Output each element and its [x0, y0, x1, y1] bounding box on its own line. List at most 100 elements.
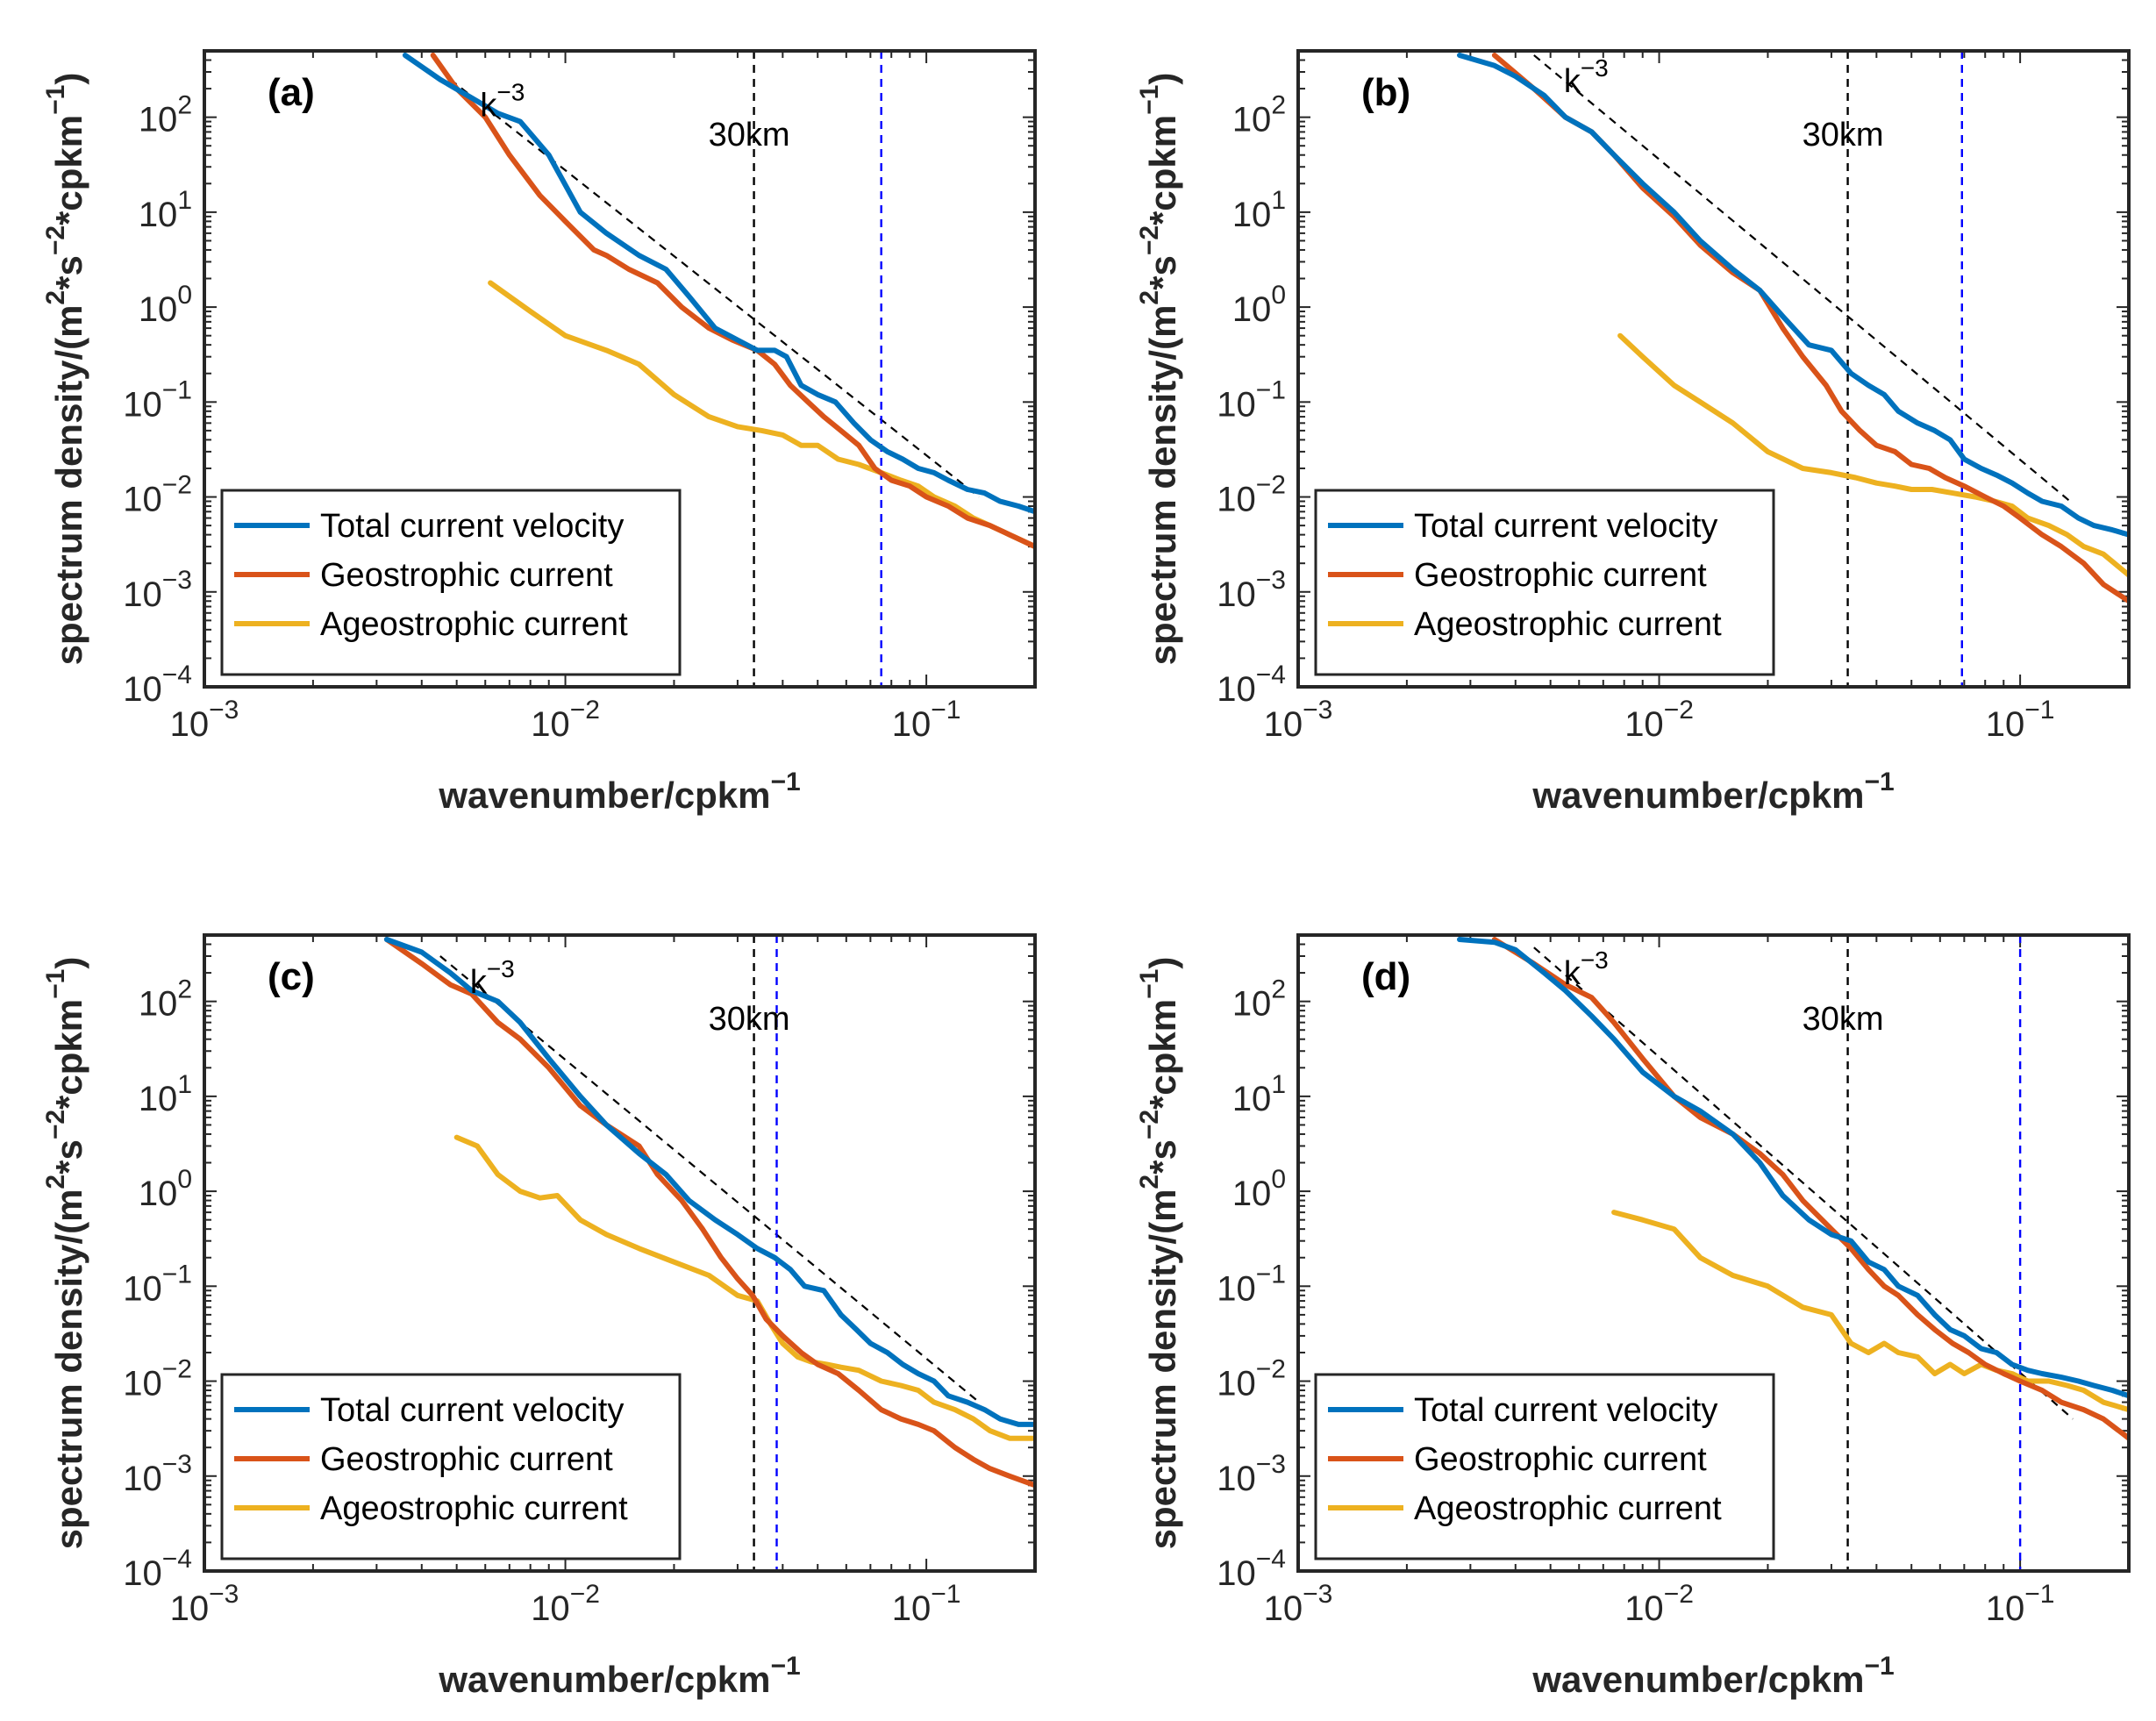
data-layer — [1457, 51, 2129, 687]
slope-label: k−3 — [1564, 54, 1609, 100]
legend: Total current velocity Geostrophic curren… — [220, 489, 682, 676]
series-ageostrophic-line — [1617, 332, 2129, 578]
x-tick-label: 10−3 — [170, 1580, 239, 1628]
y-axis-label: spectrum density/(m2*s−2*cpkm−1) — [41, 957, 89, 1550]
y-tick-label: 10−3 — [123, 566, 192, 614]
y-tick-label: 102 — [1232, 975, 1286, 1024]
slope-label: k−3 — [1564, 946, 1609, 992]
legend-box — [1314, 489, 1775, 676]
slope-reference-line — [449, 78, 980, 498]
series-total-line — [402, 53, 1035, 515]
axes-frame — [203, 933, 1037, 1573]
scale-label: 30km — [1803, 117, 1884, 154]
legend-label-ageostrophic: Ageostrophic current — [320, 606, 628, 643]
x-axis-label: wavenumber/cpkm−1 — [438, 768, 800, 816]
legend: Total current velocity Geostrophic curren… — [1314, 1373, 1775, 1560]
y-tick-label: 10−1 — [123, 375, 192, 424]
legend-label-ageostrophic: Ageostrophic current — [1414, 606, 1722, 643]
y-tick-label: 101 — [139, 1070, 192, 1118]
legend-box — [220, 489, 682, 676]
y-axis-label: spectrum density/(m2*s−2*cpkm−1) — [1135, 957, 1183, 1550]
slope-reference-line — [439, 955, 980, 1403]
series-geostrophic-line — [383, 937, 1035, 1489]
y-axis-label: spectrum density/(m2*s−2*cpkm−1) — [1135, 73, 1183, 666]
y-axis-label: spectrum density/(m2*s−2*cpkm−1) — [41, 73, 89, 666]
axes-frame — [1296, 933, 2131, 1573]
x-axis-label: wavenumber/cpkm−1 — [438, 1652, 800, 1700]
panel-label: (a) — [268, 71, 315, 114]
y-tick-label: 10−1 — [123, 1260, 192, 1308]
legend: Total current velocity Geostrophic curren… — [1314, 489, 1775, 676]
legend-box — [220, 1373, 682, 1560]
series-geostrophic-line — [430, 53, 1035, 550]
y-tick-label: 100 — [1232, 1165, 1286, 1213]
y-tick-label: 10−3 — [1217, 566, 1286, 614]
legend-label-ageostrophic: Ageostrophic current — [1414, 1490, 1722, 1527]
y-tick-label: 10−2 — [123, 471, 192, 519]
axes-frame — [203, 49, 1037, 689]
x-tick-label: 10−1 — [1986, 1580, 2055, 1628]
series-ageostrophic-line — [453, 1134, 1035, 1441]
legend: Total current velocity Geostrophic curren… — [220, 1373, 682, 1560]
series-total-line — [1457, 53, 2129, 538]
x-tick-label: 10−2 — [1624, 696, 1694, 744]
series-ageostrophic-line — [1611, 1210, 2129, 1413]
scale-label: 30km — [709, 117, 790, 154]
panel-d: 10−3 10−2 10−110−410−310−210−1100101102wav… — [1135, 933, 2131, 1700]
series-total-line — [1457, 937, 2129, 1399]
y-tick-label: 101 — [139, 186, 192, 234]
legend-label-geostrophic: Geostrophic current — [320, 557, 613, 594]
scale-label: 30km — [709, 1001, 790, 1038]
panel-c: 10−3 10−2 10−110−410−310−210−1100101102wav… — [41, 933, 1037, 1700]
y-tick-label: 10−4 — [1217, 661, 1286, 709]
slope-reference-line — [1533, 946, 2074, 1420]
y-tick-label: 10−3 — [123, 1450, 192, 1498]
x-tick-label: 10−1 — [892, 696, 961, 744]
legend-label-total: Total current velocity — [1414, 1392, 1717, 1429]
axes-frame — [1296, 49, 2131, 689]
legend-label-geostrophic: Geostrophic current — [1414, 557, 1707, 594]
panel-label: (c) — [268, 955, 315, 998]
y-tick-label: 101 — [1232, 186, 1286, 234]
panel-b: 10−3 10−2 10−110−410−310−210−1100101102wav… — [1135, 49, 2131, 816]
y-tick-label: 100 — [139, 1165, 192, 1213]
slope-label: k−3 — [480, 79, 525, 125]
y-tick-label: 10−4 — [123, 1545, 192, 1593]
legend-label-geostrophic: Geostrophic current — [320, 1441, 613, 1478]
x-tick-label: 10−1 — [892, 1580, 961, 1628]
y-tick-label: 102 — [139, 91, 192, 139]
x-tick-label: 10−2 — [531, 696, 600, 744]
y-tick-label: 10−1 — [1217, 1260, 1286, 1308]
y-tick-label: 10−4 — [1217, 1545, 1286, 1593]
x-tick-label: 10−3 — [170, 696, 239, 744]
slope-label: k−3 — [470, 955, 515, 1001]
x-tick-label: 10−2 — [531, 1580, 600, 1628]
y-tick-label: 10−1 — [1217, 375, 1286, 424]
y-tick-label: 102 — [139, 975, 192, 1024]
legend-label-ageostrophic: Ageostrophic current — [320, 1490, 628, 1527]
panel-label: (b) — [1361, 71, 1410, 114]
x-tick-label: 10−2 — [1624, 1580, 1694, 1628]
series-ageostrophic-line — [488, 280, 1035, 550]
y-tick-label: 10−2 — [1217, 1355, 1286, 1403]
y-tick-label: 10−3 — [1217, 1450, 1286, 1498]
x-tick-label: 10−1 — [1986, 696, 2055, 744]
legend-label-total: Total current velocity — [320, 1392, 624, 1429]
y-tick-label: 100 — [1232, 281, 1286, 329]
panel-a: 10−3 10−2 10−110−410−310−210−1100101102wav… — [41, 49, 1037, 816]
y-tick-label: 10−4 — [123, 661, 192, 709]
legend-label-geostrophic: Geostrophic current — [1414, 1441, 1707, 1478]
legend-box — [1314, 1373, 1775, 1560]
x-axis-label: wavenumber/cpkm−1 — [1531, 768, 1894, 816]
data-layer — [1457, 935, 2129, 1571]
x-axis-label: wavenumber/cpkm−1 — [1531, 1652, 1894, 1700]
y-tick-label: 102 — [1232, 91, 1286, 139]
data-layer — [402, 51, 1035, 687]
legend-label-total: Total current velocity — [320, 508, 624, 545]
y-tick-label: 101 — [1232, 1070, 1286, 1118]
panel-label: (d) — [1361, 955, 1410, 998]
y-tick-label: 10−2 — [123, 1355, 192, 1403]
slope-reference-line — [1533, 54, 2074, 505]
legend-label-total: Total current velocity — [1414, 508, 1717, 545]
